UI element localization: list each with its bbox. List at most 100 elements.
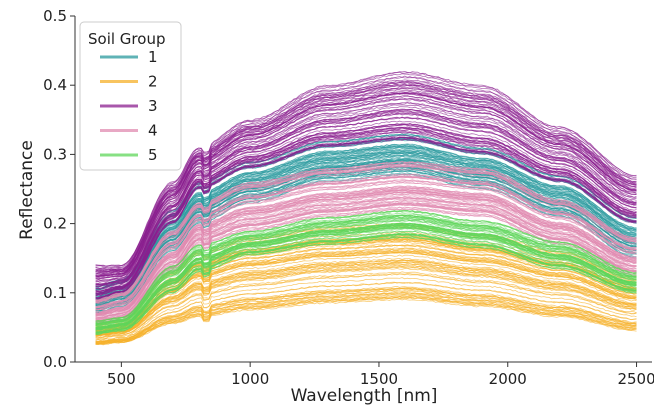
- y-tick-label: 0.0: [43, 353, 67, 371]
- legend-label-2: 2: [148, 73, 158, 91]
- series-1-curve: [95, 147, 637, 297]
- series-4-curve: [95, 196, 637, 318]
- series-5-curve: [95, 230, 637, 333]
- series-3-curve: [95, 70, 637, 267]
- y-tick-label: 0.5: [43, 7, 67, 25]
- series-5-curve: [95, 213, 637, 324]
- series-2-curve: [95, 277, 637, 339]
- series-2-curve: [95, 271, 637, 338]
- series-2-curve: [95, 287, 637, 343]
- series-4-curve: [95, 162, 637, 301]
- series-4-curve: [95, 191, 637, 317]
- y-tick-label: 0.2: [43, 215, 67, 233]
- series-3-curve: [95, 131, 637, 297]
- series-4-curve: [95, 175, 637, 309]
- series-3-curve: [95, 123, 637, 292]
- series-4-curve: [95, 198, 637, 320]
- series-3-curves: [95, 70, 637, 301]
- series-3-curve: [95, 76, 637, 270]
- series-5-curve: [95, 232, 637, 333]
- x-tick-label: 2500: [617, 370, 654, 388]
- series-2-curve: [95, 259, 637, 335]
- series-3-curve: [95, 89, 637, 276]
- legend-title: Soil Group: [88, 30, 165, 48]
- series-4-curve: [95, 188, 637, 316]
- series-5-curve: [95, 209, 637, 322]
- series-2-curve: [95, 295, 637, 345]
- x-axis-label: Wavelength [nm]: [291, 386, 438, 406]
- series-3-curve: [95, 116, 637, 289]
- series-4-curve: [95, 173, 637, 308]
- series-3-curve: [95, 98, 637, 281]
- series-5-curve: [95, 220, 637, 327]
- series-5-curve: [95, 236, 637, 336]
- series-4-curve: [95, 180, 637, 311]
- series-3-curve: [95, 104, 637, 283]
- series-1-curve: [95, 145, 637, 295]
- series-5-curve: [95, 214, 637, 325]
- series-3-curve: [95, 81, 637, 272]
- y-axis-label: Reflectance: [17, 140, 37, 240]
- legend-box: [79, 21, 182, 171]
- series-1-curve: [95, 151, 637, 300]
- series-3-curve: [95, 126, 637, 294]
- series-4-curve: [95, 203, 637, 322]
- series-3-curve: [95, 97, 637, 279]
- x-tick-label: 500: [107, 370, 136, 388]
- series-5-curve: [95, 212, 637, 324]
- series-5-curve: [95, 224, 637, 329]
- series-5-curves: [95, 209, 637, 336]
- series-4-curve: [95, 187, 637, 314]
- series-2-curve: [95, 281, 637, 341]
- series-2-curve: [95, 293, 637, 344]
- series-2-curve: [95, 297, 637, 345]
- series-2-curve: [95, 273, 637, 339]
- series-4-curve: [95, 199, 637, 321]
- series-4-curves: [95, 160, 637, 325]
- y-ticks: 0.0 0.1 0.2 0.3 0.4 0.5: [43, 7, 75, 371]
- x-tick-label: 1500: [360, 370, 398, 388]
- series-3-curve: [95, 128, 637, 296]
- series-3-curve: [95, 73, 637, 268]
- series-2-curve: [95, 294, 637, 345]
- legend-label-4: 4: [148, 122, 158, 140]
- legend-label-3: 3: [148, 97, 158, 115]
- series-3-curve: [95, 120, 637, 291]
- x-tick-label: 1000: [231, 370, 269, 388]
- series-2-curve: [95, 254, 637, 334]
- legend-label-1: 1: [148, 48, 158, 66]
- series-3-curve: [95, 101, 637, 282]
- series-3-curve: [95, 112, 637, 288]
- series-5-curve: [95, 222, 637, 328]
- series-3-curve: [95, 93, 637, 278]
- series-2-curve: [95, 257, 637, 335]
- y-tick-label: 0.1: [43, 284, 67, 302]
- series-2-curve: [95, 252, 637, 333]
- series-4-curve: [95, 166, 637, 304]
- series-5-curve: [95, 216, 637, 326]
- series-2-curve: [95, 291, 637, 344]
- series-5-curve: [95, 223, 637, 329]
- series-2-curve: [95, 267, 637, 338]
- series-4-curve: [95, 168, 637, 304]
- series-2-curve: [95, 263, 637, 337]
- series-4-curve: [95, 194, 637, 319]
- legend: Soil Group 1 2 3 4 5: [79, 21, 182, 171]
- series-5-curve: [95, 219, 637, 327]
- legend-entries: 1 2 3 4 5: [100, 48, 158, 164]
- series-2-curve: [95, 265, 637, 337]
- series-2-curve: [95, 289, 637, 343]
- y-tick-label: 0.3: [43, 145, 67, 163]
- legend-label-5: 5: [148, 146, 158, 164]
- spectral-curves: [95, 70, 637, 346]
- series-3-curve: [95, 136, 637, 299]
- y-tick-label: 0.4: [43, 76, 67, 94]
- series-3-curve: [95, 108, 637, 285]
- series-5-curve: [95, 233, 637, 334]
- series-2-curve: [95, 298, 637, 346]
- axes: 500 1000 1500 2000 2500 0.0 0.1 0.2 0.3 0.4 0.5: [43, 7, 654, 388]
- x-ticks: 500 1000 1500 2000 2500: [107, 362, 654, 388]
- series-1-curve: [95, 150, 637, 299]
- x-tick-label: 2000: [489, 370, 527, 388]
